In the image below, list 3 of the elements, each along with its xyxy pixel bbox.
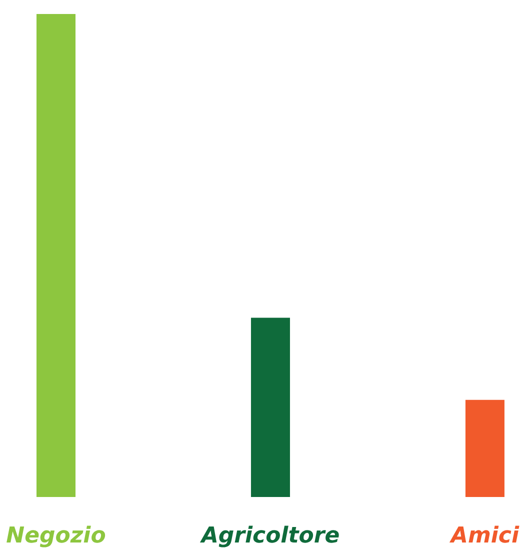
x-tick-label: Negozio bbox=[6, 524, 106, 548]
x-tick-label: Agricoltore bbox=[199, 524, 340, 548]
x-tick-label: Amici bbox=[448, 524, 520, 548]
